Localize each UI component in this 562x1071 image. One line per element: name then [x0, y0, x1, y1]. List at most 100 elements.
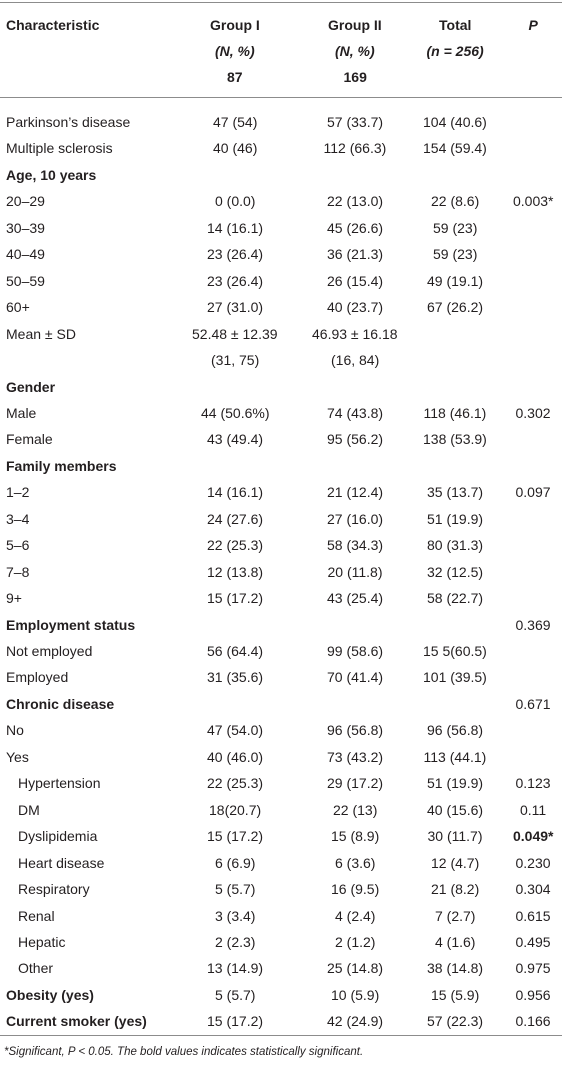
- cell: 5 (5.7): [215, 881, 256, 898]
- cell: 38 (14.8): [427, 960, 484, 977]
- row-label: Hypertension: [18, 775, 101, 792]
- header-cell: Group II: [328, 17, 382, 33]
- row-label: Employment status: [6, 616, 136, 633]
- cell: 35 (13.7): [427, 484, 484, 501]
- cell: 0.975: [515, 960, 551, 977]
- cell: 15 (17.2): [207, 590, 264, 607]
- row-label: Heart disease: [18, 854, 105, 871]
- cell: 0.495: [515, 933, 551, 950]
- cell: 59 (23): [433, 219, 478, 236]
- row-label: Other: [18, 960, 54, 977]
- cell: 0.230: [515, 854, 551, 871]
- header-cell: Characteristic: [6, 17, 100, 33]
- header-cell: Group I: [210, 17, 260, 33]
- cell: 67 (26.2): [427, 299, 484, 316]
- cell: (16, 84): [331, 352, 380, 369]
- row-label: DM: [18, 801, 40, 818]
- footnote: *Significant, P < 0.05. The bold values …: [4, 1046, 364, 1058]
- cell: 40 (46.0): [207, 748, 264, 765]
- cell: 0.302: [515, 404, 551, 421]
- row-label: Respiratory: [18, 881, 90, 898]
- cell: 95 (56.2): [327, 431, 384, 448]
- cell: 27 (31.0): [207, 299, 264, 316]
- cell: 6 (6.9): [215, 854, 256, 871]
- header-cell: (N, %): [215, 43, 255, 59]
- cell: 44 (50.6%): [201, 404, 270, 421]
- cell: 0.615: [515, 907, 551, 924]
- cell: 0.11: [520, 801, 547, 818]
- cell: 4 (1.6): [435, 933, 476, 950]
- row-label: Parkinson’s disease: [6, 114, 131, 130]
- cell: 99 (58.6): [327, 643, 384, 659]
- cell: 47 (54.0): [207, 722, 264, 739]
- cell: 15 5(60.5): [423, 643, 487, 659]
- cell: 4 (2.4): [335, 907, 376, 924]
- cell: 20 (11.8): [327, 563, 383, 580]
- cell: 22 (25.3): [207, 775, 264, 792]
- cell: 16 (9.5): [331, 881, 380, 898]
- cell: 0.097: [515, 484, 551, 501]
- row-label: 30–39: [6, 219, 45, 236]
- header-rule: [0, 97, 562, 98]
- cell: 70 (41.4): [327, 669, 384, 686]
- cell: 58 (22.7): [427, 590, 484, 607]
- cell: 45 (26.6): [327, 219, 384, 236]
- cell: 36 (21.3): [327, 246, 384, 263]
- cell: 22 (13): [333, 801, 378, 818]
- cell: 51 (19.9): [427, 775, 484, 792]
- cell: 43 (25.4): [327, 590, 384, 607]
- cell: 0 (0.0): [215, 193, 256, 210]
- cell: 154 (59.4): [423, 140, 487, 157]
- cell: 47 (54): [213, 114, 258, 130]
- cell: 14 (16.1): [207, 219, 264, 236]
- bottom-rule: [0, 1035, 562, 1036]
- row-label: Multiple sclerosis: [6, 140, 113, 157]
- top-rule: [0, 2, 562, 3]
- cell: 58 (34.3): [327, 537, 384, 554]
- cell: 49 (19.1): [427, 272, 484, 289]
- cell: 24 (27.6): [207, 510, 264, 527]
- cell: 43 (49.4): [207, 431, 264, 448]
- row-label: 1–2: [6, 484, 30, 501]
- cell: 112 (66.3): [323, 140, 387, 157]
- cell: 31 (35.6): [207, 669, 264, 686]
- cell: 22 (13.0): [327, 193, 384, 210]
- row-label: 20–29: [6, 193, 45, 210]
- row-label: Current smoker (yes): [6, 1013, 147, 1030]
- header-cell: P: [528, 17, 538, 33]
- cell: 40 (46): [213, 140, 258, 157]
- cell: 5 (5.7): [215, 986, 256, 1003]
- cell: 0.049*: [513, 828, 554, 845]
- cell: 104 (40.6): [423, 114, 487, 130]
- cell: 7 (2.7): [435, 907, 476, 924]
- row-label: 40–49: [6, 246, 45, 263]
- row-label: Family members: [6, 457, 117, 474]
- cell: 73 (43.2): [327, 748, 384, 765]
- cell: 0.123: [515, 775, 551, 792]
- row-label: 5–6: [6, 537, 30, 554]
- cell: 42 (24.9): [327, 1013, 384, 1030]
- cell: 113 (44.1): [423, 748, 487, 765]
- row-label: 60+: [6, 299, 30, 316]
- row-label: 7–8: [6, 563, 30, 580]
- cell: 23 (26.4): [207, 246, 264, 263]
- cell: 6 (3.6): [335, 854, 376, 871]
- row-label: No: [6, 722, 24, 739]
- cell: 3 (3.4): [215, 907, 256, 924]
- cell: 10 (5.9): [331, 986, 380, 1003]
- cell: 0.304: [515, 881, 551, 898]
- header-cell: Total: [439, 17, 472, 33]
- cell: 14 (16.1): [207, 484, 264, 501]
- cell: 74 (43.8): [327, 404, 384, 421]
- cell: 40 (15.6): [427, 801, 484, 818]
- cell: 30 (11.7): [427, 828, 483, 845]
- cell: 22 (25.3): [207, 537, 264, 554]
- cell: 96 (56.8): [427, 722, 484, 739]
- cell: 23 (26.4): [207, 272, 264, 289]
- cell: 0.003*: [513, 193, 554, 210]
- row-label: Renal: [18, 907, 55, 924]
- cell: 0.369: [515, 616, 551, 633]
- cell: 138 (53.9): [423, 431, 487, 448]
- cell: 21 (8.2): [431, 881, 480, 898]
